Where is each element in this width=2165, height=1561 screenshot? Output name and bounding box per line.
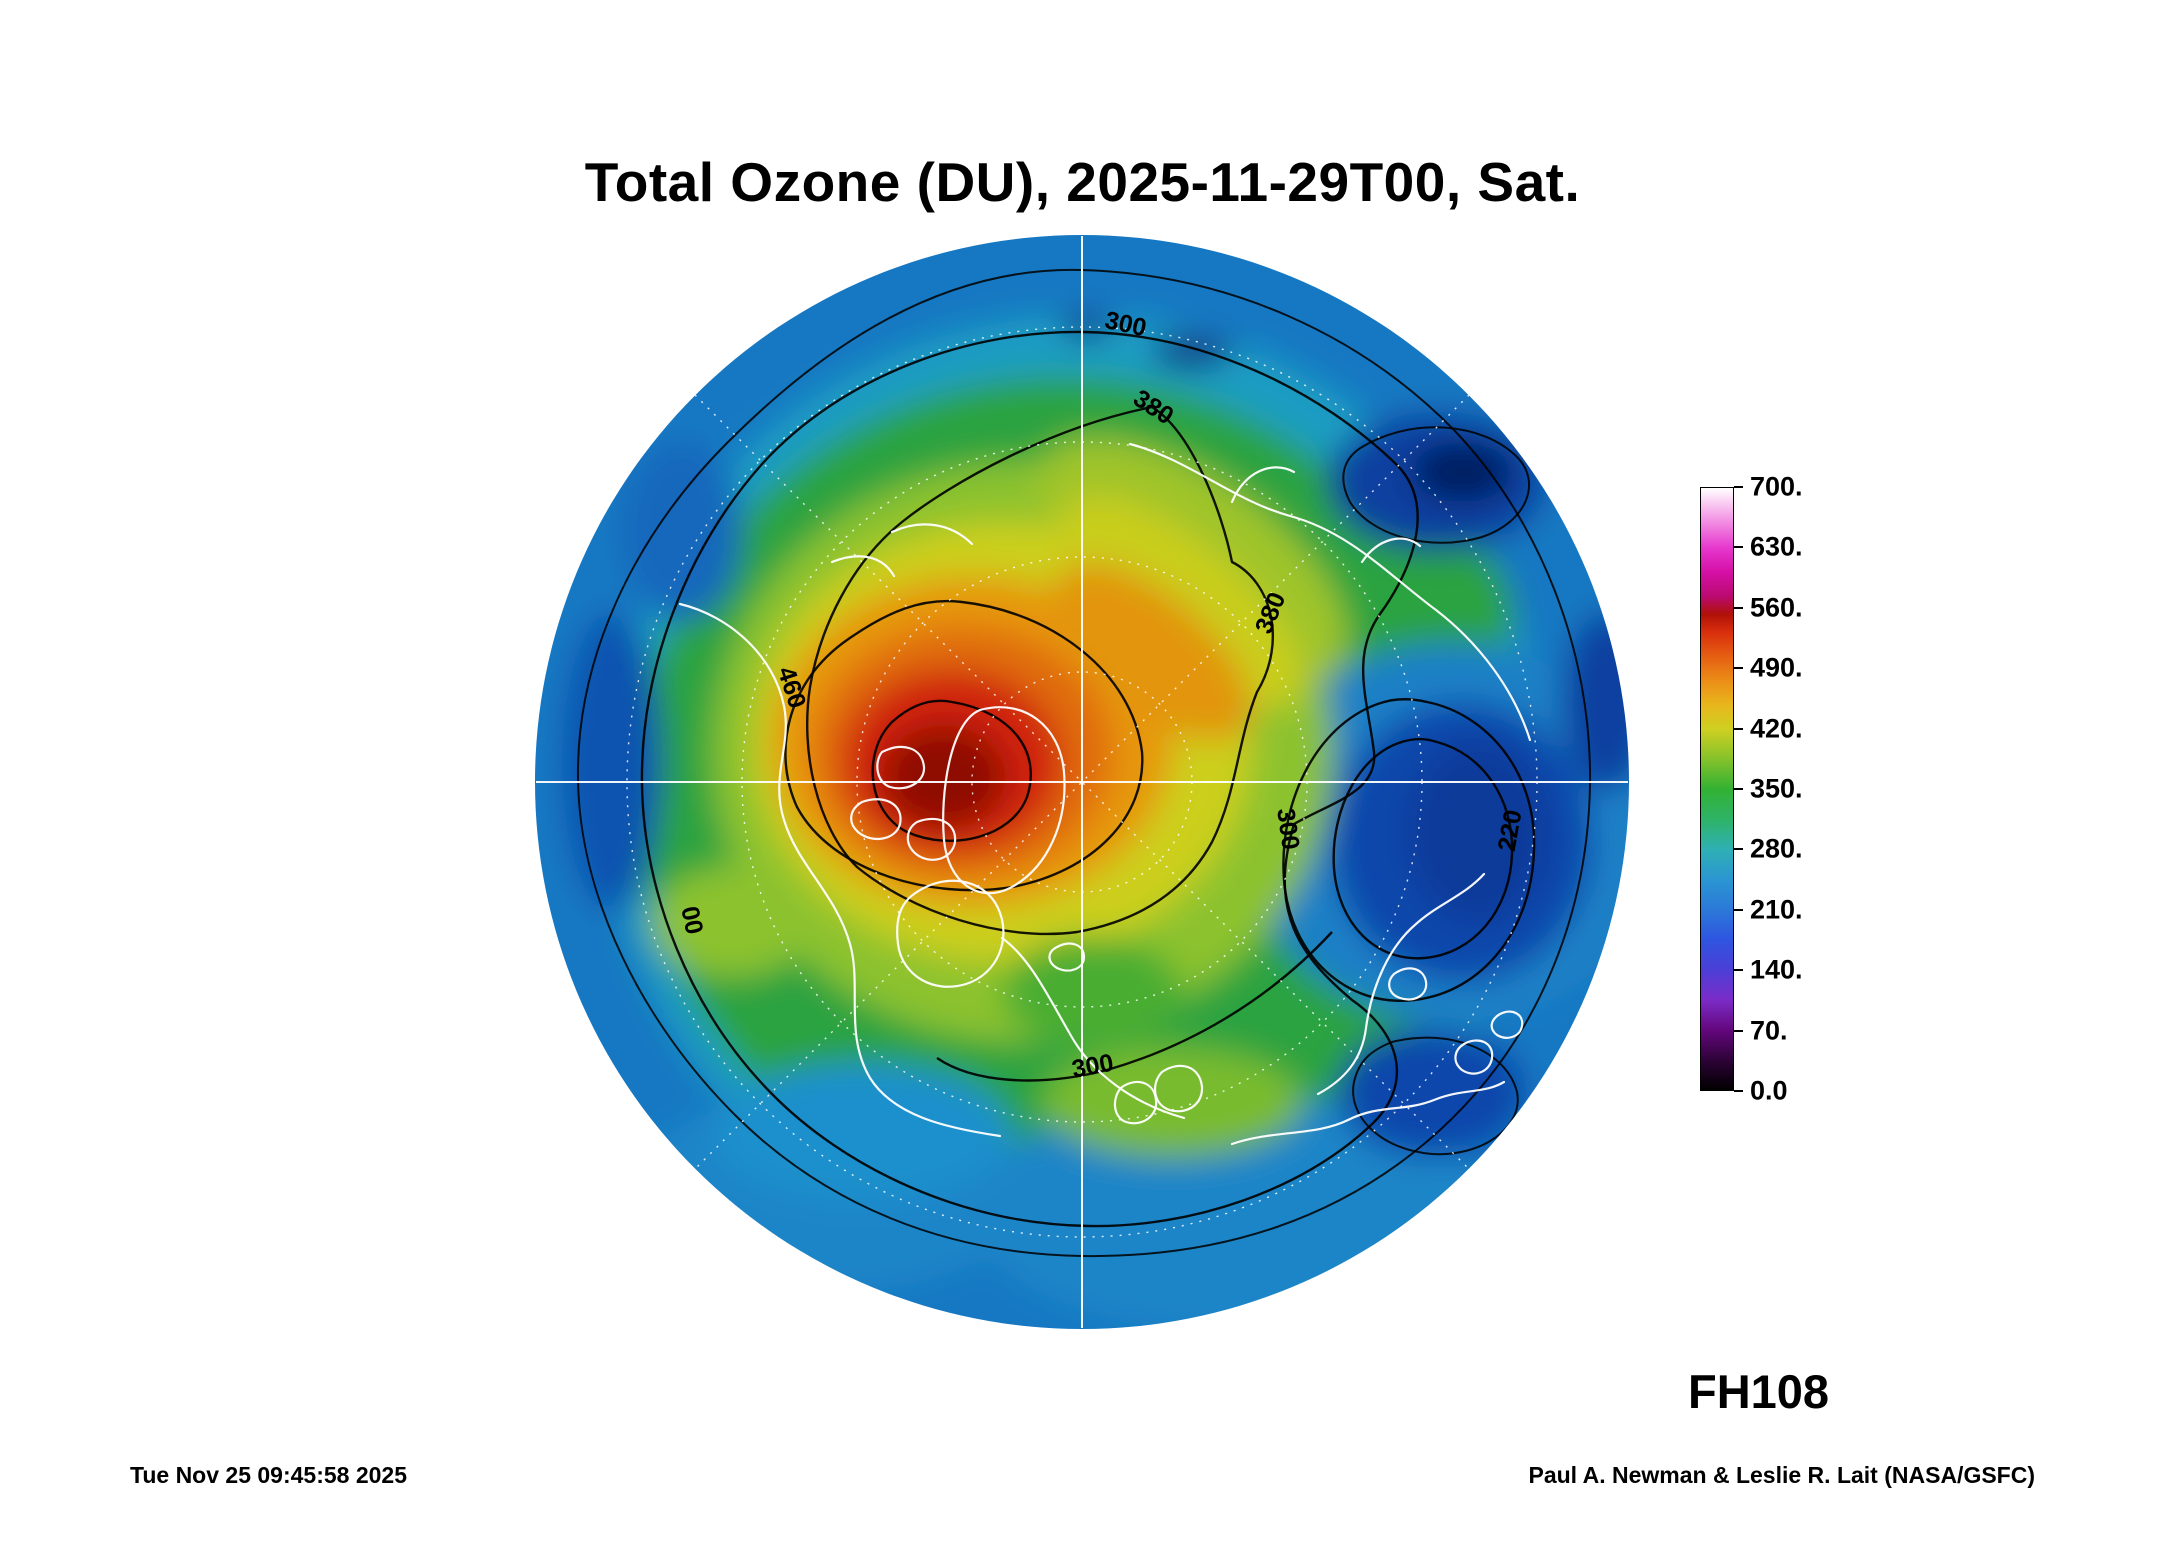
contour-label-300-east: 300 [1271,806,1305,851]
coastlines [678,442,1532,1146]
colorbar-tick-label: 560. [1750,592,1803,623]
colorbar-tick [1734,486,1743,488]
colorbar-tick [1734,848,1743,850]
colorbar-tick [1734,969,1743,971]
colorbar-tick-label: 140. [1750,954,1803,985]
colorbar-tick-label: 350. [1750,773,1803,804]
colorbar-tick-label: 210. [1750,894,1803,925]
colorbar-tick [1734,667,1743,669]
colorbar-tick [1734,546,1743,548]
colorbar-tick [1734,788,1743,790]
colorbar-tick-label: 700. [1750,471,1803,502]
forecast-hour-label: FH108 [1688,1365,1830,1418]
colorbar-tick [1734,1030,1743,1032]
colorbar-tick-label: 490. [1750,652,1803,683]
colorbar-gradient [1701,488,1733,1090]
colorbar-tick [1734,909,1743,911]
footer-credit: Paul A. Newman & Leslie R. Lait (NASA/GS… [1528,1462,2035,1488]
colorbar-tick [1734,1090,1743,1092]
footer-timestamp: Tue Nov 25 09:45:58 2025 [130,1462,408,1488]
colorbar-tick-label: 0.0 [1750,1075,1788,1106]
colorbar [1700,487,1734,1091]
contour-label-300-west: 00 [675,904,708,937]
colorbar-tick [1734,607,1743,609]
graticule [536,236,1628,1328]
colorbar-tick-label: 70. [1750,1015,1788,1046]
colorbar-tick-label: 280. [1750,833,1803,864]
page-title: Total Ozone (DU), 2025-11-29T00, Sat. [584,151,1581,213]
ozone-map: 300 380 380 460 220 300 300 00 [535,235,1629,1329]
colorbar-tick-label: 630. [1750,531,1803,562]
colorbar-tick [1734,728,1743,730]
colorbar-tick-label: 420. [1750,713,1803,744]
